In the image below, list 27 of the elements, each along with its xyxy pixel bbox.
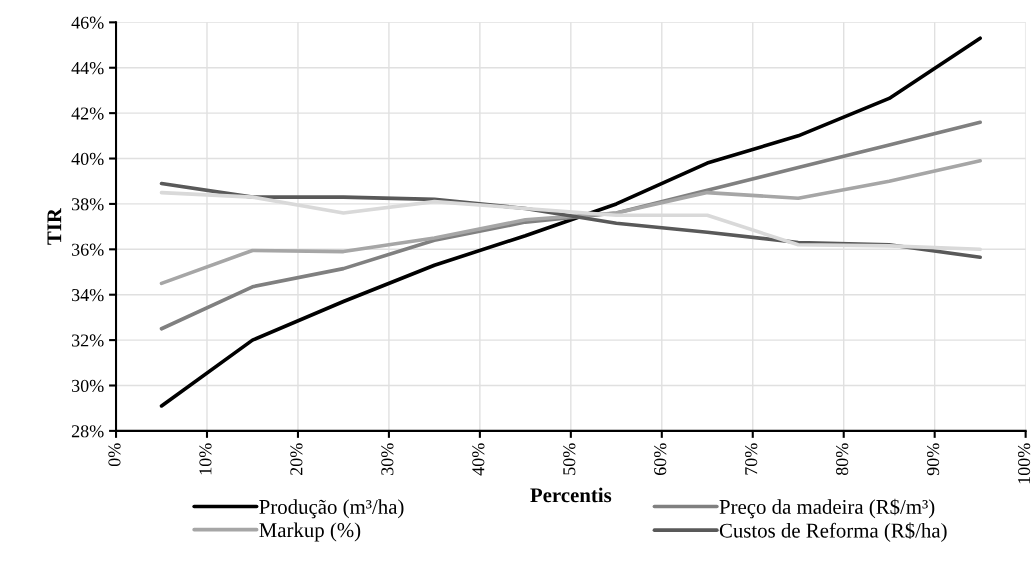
y-tick-label: 46%	[71, 16, 104, 29]
legend-label: Produção (m³/ha)	[259, 499, 404, 519]
y-tick-label: 30%	[71, 379, 104, 392]
x-tick-label: 0%	[108, 443, 121, 467]
y-tick-label: 36%	[71, 243, 104, 256]
y-tick-label: 34%	[71, 288, 104, 302]
y-tick-label: 28%	[71, 425, 104, 438]
y-axis-title: TIR	[47, 207, 62, 245]
legend-label: Markup (%)	[259, 522, 361, 542]
x-tick-label: 100%	[1017, 443, 1031, 484]
x-axis-title: Percentis	[530, 487, 612, 503]
x-tick-label: 40%	[472, 443, 485, 476]
x-tick-label: 30%	[381, 443, 394, 475]
legend-label: Custos de Reforma (R$/ha)	[719, 522, 947, 542]
y-tick-label: 32%	[71, 334, 104, 347]
x-tick-label: 60%	[654, 443, 667, 476]
x-tick-label: 50%	[563, 443, 576, 475]
x-tick-label: 90%	[927, 443, 940, 476]
legend-label: Preço da madeira (R$/m³)	[719, 498, 935, 519]
x-tick-label: 80%	[836, 443, 849, 476]
y-tick-label: 44%	[71, 62, 104, 75]
x-tick-label: 20%	[290, 443, 303, 475]
y-tick-label: 42%	[71, 107, 104, 120]
x-tick-label: 10%	[199, 443, 212, 475]
y-tick-label: 38%	[71, 198, 104, 211]
x-tick-label: 70%	[745, 443, 758, 475]
y-tick-label: 40%	[71, 152, 104, 166]
